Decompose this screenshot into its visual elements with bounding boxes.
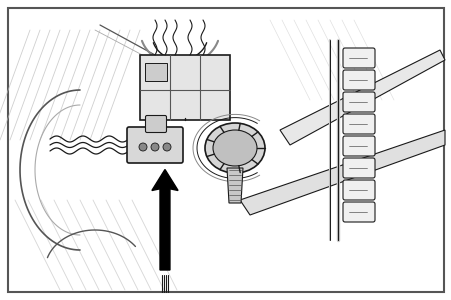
FancyBboxPatch shape bbox=[342, 114, 374, 134]
FancyBboxPatch shape bbox=[127, 127, 183, 163]
FancyArrow shape bbox=[152, 169, 178, 270]
FancyBboxPatch shape bbox=[342, 92, 374, 112]
FancyBboxPatch shape bbox=[342, 136, 374, 156]
Polygon shape bbox=[226, 168, 243, 203]
Ellipse shape bbox=[212, 130, 257, 166]
Circle shape bbox=[151, 143, 159, 151]
FancyBboxPatch shape bbox=[342, 48, 374, 68]
Ellipse shape bbox=[205, 123, 264, 173]
Polygon shape bbox=[239, 130, 444, 215]
FancyBboxPatch shape bbox=[145, 116, 166, 133]
FancyBboxPatch shape bbox=[140, 55, 230, 120]
FancyBboxPatch shape bbox=[342, 180, 374, 200]
FancyBboxPatch shape bbox=[8, 8, 443, 292]
FancyBboxPatch shape bbox=[342, 158, 374, 178]
Circle shape bbox=[163, 143, 170, 151]
Circle shape bbox=[139, 143, 147, 151]
FancyBboxPatch shape bbox=[342, 202, 374, 222]
FancyBboxPatch shape bbox=[145, 63, 166, 81]
Polygon shape bbox=[279, 50, 444, 145]
FancyBboxPatch shape bbox=[342, 70, 374, 90]
